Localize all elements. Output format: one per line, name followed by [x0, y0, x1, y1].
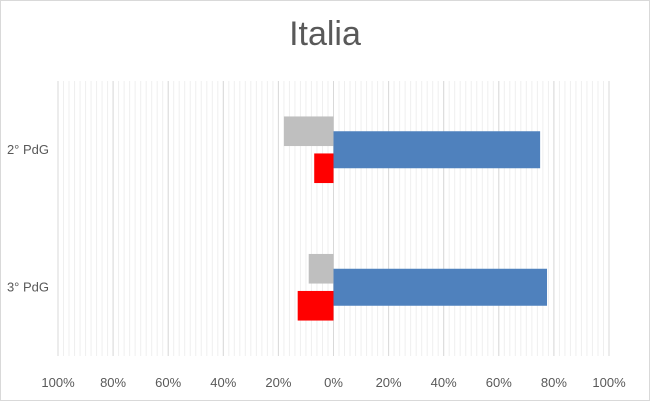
x-tick-label: 60%	[155, 375, 181, 390]
x-tick-label: 80%	[100, 375, 126, 390]
bar	[333, 131, 541, 169]
category-label: 3° PdG	[7, 279, 49, 294]
x-tick-label: 40%	[431, 375, 457, 390]
bar	[314, 153, 334, 184]
category-label: 2° PdG	[7, 142, 49, 157]
bar	[308, 253, 334, 284]
bar	[283, 116, 334, 147]
x-tick-label: 60%	[486, 375, 512, 390]
x-tick-label: 20%	[265, 375, 291, 390]
x-tick-label: 0%	[324, 375, 343, 390]
x-tick-label: 100%	[592, 375, 626, 390]
x-tick-label: 20%	[376, 375, 402, 390]
x-tick-label: 40%	[210, 375, 236, 390]
x-tick-label: 100%	[41, 375, 75, 390]
x-tick-label: 80%	[541, 375, 567, 390]
bar	[297, 290, 334, 321]
chart-title: Italia	[289, 15, 361, 53]
bar	[333, 268, 548, 306]
